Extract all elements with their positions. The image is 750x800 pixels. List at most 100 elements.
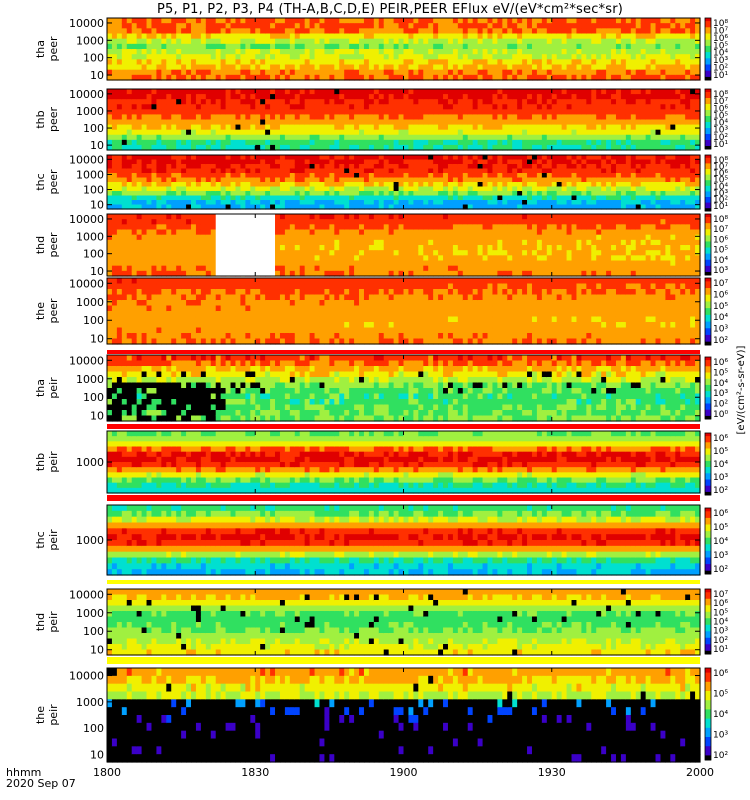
colorbar-tick-label: 10⁴ — [713, 182, 728, 192]
y-axis-title: peir — [47, 529, 60, 551]
y-tick-label: 100 — [83, 625, 104, 638]
y-tick-label: 10000 — [69, 588, 104, 601]
y-axis-title: thb — [34, 110, 47, 128]
y-axis-title: tha — [34, 40, 47, 58]
y-tick-label: 100 — [83, 248, 104, 261]
colorbar-tick-label: 10³ — [713, 731, 728, 741]
colorbar-tick-label: 10¹ — [713, 71, 728, 81]
y-tick-label: 100 — [83, 722, 104, 735]
colorbar-tick-label: 10² — [713, 64, 728, 74]
colorbar-tick-label: 10³ — [713, 627, 728, 637]
x-tick-label: 2000 — [686, 766, 714, 779]
colorbar-tick-label: 10⁶ — [713, 169, 728, 179]
y-tick-label: 1000 — [76, 296, 104, 309]
colorbar-tick-label: 10⁵ — [713, 302, 728, 312]
colorbar-tick-label: 10² — [713, 133, 728, 143]
y-tick-label: 1000 — [76, 230, 104, 243]
y-tick-label: 100 — [83, 52, 104, 65]
colorbar-tick-label: 10⁷ — [713, 279, 728, 289]
y-tick-label: 10000 — [69, 213, 104, 226]
y-tick-label: 10 — [90, 139, 104, 152]
panel-thd-peir: 10000 1000 100 10 thd peir 10⁷10⁶10⁵10⁴10³10²1… — [34, 588, 728, 656]
colorbar-tick-label: 10⁴ — [713, 537, 728, 547]
colorbar-tick-label: 10⁴ — [713, 49, 728, 59]
band-5 — [107, 657, 700, 664]
y-tick-label: 100 — [83, 122, 104, 135]
colorbar-tick-label: 10⁶ — [713, 509, 728, 519]
y-axis-title: the — [34, 706, 47, 724]
y-tick-label: 1000 — [76, 373, 104, 386]
band-4 — [107, 580, 700, 584]
band-1 — [107, 350, 700, 354]
colorbar-tick-label: 10³ — [713, 56, 728, 66]
colorbar-tick-label: 10⁴ — [713, 710, 728, 720]
y-tick-label: 10 — [90, 199, 104, 212]
y-axis-title: the — [34, 302, 47, 320]
time-axis-label: hhmm — [6, 766, 42, 779]
y-axis-title: peir — [47, 451, 60, 473]
colorbar-tick-label: 10² — [713, 636, 728, 646]
band-3 — [107, 495, 700, 501]
colorbar-tick-label: 10⁴ — [713, 119, 728, 129]
y-tick-label: 1000 — [76, 607, 104, 620]
colorbar-tick-label: 10⁵ — [713, 176, 728, 186]
y-tick-label: 10 — [90, 69, 104, 82]
colorbar-tick-label: 10⁴ — [713, 460, 728, 470]
colorbar: 10⁶ 10⁵ 10⁴ 10³ 10² — [704, 667, 728, 761]
y-tick-label: 10 — [90, 410, 104, 423]
colorbar-tick-label: 10⁷ — [713, 97, 728, 107]
y-axis-title: thb — [34, 453, 47, 471]
colorbar-tick-label: 10¹ — [713, 140, 728, 150]
y-tick-label: 10 — [90, 265, 104, 278]
y-tick-label: 10000 — [69, 354, 104, 367]
y-tick-label: 10000 — [69, 670, 104, 683]
x-tick-label: 1800 — [93, 766, 121, 779]
y-tick-label: 100 — [83, 314, 104, 327]
y-axis-title: peir — [47, 704, 60, 726]
colorbar-tick-label: 10⁸ — [713, 215, 728, 225]
y-tick-label: 10 — [90, 644, 104, 657]
colorbar-tick-label: 10⁵ — [713, 523, 728, 533]
colorbar-tick-label: 10⁶ — [713, 235, 728, 245]
colorbar-tick-label: 10¹ — [713, 645, 728, 655]
colorbar-tick-label: 10⁶ — [713, 434, 728, 444]
y-axis-title: peer — [47, 298, 60, 324]
colorbar-tick-label: 10⁸ — [713, 19, 728, 29]
colorbar-tick-label: 10⁷ — [713, 225, 728, 235]
colorbar-tick-label: 10⁰ — [713, 410, 728, 420]
y-axis-title: peir — [47, 611, 60, 633]
y-axis-title: tha — [34, 379, 47, 397]
y-tick-label: 1000 — [76, 456, 104, 469]
colorbar-tick-label: 10⁴ — [713, 618, 728, 628]
colorbar-tick-label: 10² — [713, 195, 728, 205]
x-tick-label: 1930 — [538, 766, 566, 779]
colorbar-tick-label: 10⁵ — [713, 368, 728, 378]
colorbar-tick-label: 10³ — [713, 126, 728, 136]
panel-the-peir: 10000 1000 100 10 the peir 10⁶ 10⁵ 10⁴ 10³ 10² — [34, 667, 728, 763]
colorbar-tick-label: 10⁵ — [713, 111, 728, 121]
colorbar-tick-label: 10⁶ — [713, 358, 728, 368]
y-tick-label: 1000 — [76, 105, 104, 118]
colorbar-tick-label: 10³ — [713, 266, 728, 276]
colorbar-tick-label: 10² — [713, 486, 728, 496]
y-tick-label: 10 — [90, 748, 104, 761]
y-tick-label: 10000 — [69, 17, 104, 30]
colorbar-tick-label: 10⁷ — [713, 26, 728, 36]
colorbar-tick-label: 10⁶ — [713, 34, 728, 44]
y-tick-label: 1000 — [76, 168, 104, 181]
colorbar-tick-label: 10⁵ — [713, 41, 728, 51]
y-tick-label: 10000 — [69, 277, 104, 290]
x-tick-label: 1830 — [241, 766, 269, 779]
colorbar-tick-label: 10⁵ — [713, 246, 728, 256]
colorbar-tick-label: 10² — [713, 400, 728, 410]
band-2 — [107, 424, 700, 429]
y-tick-label: 10 — [90, 333, 104, 346]
y-axis-title: peer — [47, 169, 60, 195]
